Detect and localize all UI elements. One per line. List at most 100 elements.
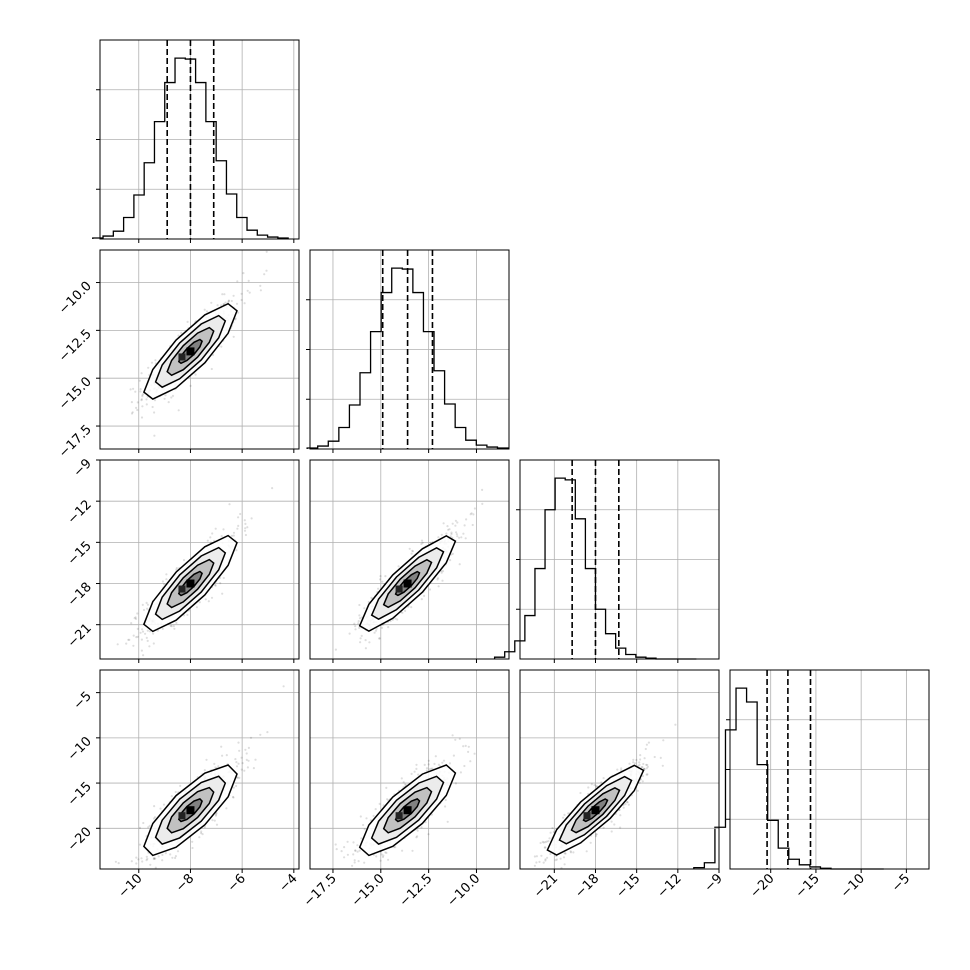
scatter-point — [151, 405, 154, 409]
scatter-point — [248, 291, 251, 294]
scatter-point — [346, 840, 349, 843]
scatter-point — [154, 857, 157, 860]
scatter-point — [240, 298, 243, 302]
y-tick-label-3-3: −5 — [71, 689, 95, 713]
scatter-point — [247, 746, 250, 750]
scatter-point — [142, 821, 145, 825]
scatter-point — [215, 812, 218, 815]
scatter-point — [179, 784, 182, 788]
scatter-point — [533, 864, 537, 867]
scatter-point — [358, 849, 361, 852]
scatter-point — [473, 752, 476, 755]
scatter-point — [153, 857, 156, 860]
scatter-point — [214, 814, 218, 817]
scatter-point — [626, 801, 629, 804]
x-tick-label-0-1: −8 — [173, 871, 197, 895]
scatter-point — [180, 331, 183, 334]
scatter-point — [441, 761, 444, 764]
scatter-point — [205, 310, 209, 313]
scatter-point — [132, 644, 135, 647]
scatter-point — [420, 598, 423, 601]
scatter-point — [235, 549, 238, 552]
scatter-point — [243, 529, 247, 532]
scatter-point — [562, 816, 565, 819]
scatter-point — [464, 744, 467, 748]
scatter-point — [224, 301, 227, 304]
density-peak — [395, 812, 403, 820]
scatter-point — [416, 829, 419, 832]
scatter-point — [458, 563, 461, 566]
scatter-point — [348, 632, 351, 635]
scatter-point — [142, 608, 146, 612]
scatter-point — [632, 758, 635, 761]
scatter-point — [559, 857, 562, 860]
scatter-point — [363, 861, 366, 864]
scatter-point — [440, 533, 443, 536]
scatter-point — [334, 648, 337, 651]
scatter-point — [627, 803, 630, 806]
scatter-point — [174, 790, 177, 794]
scatter-point — [423, 594, 426, 598]
panel-frame — [519, 459, 720, 660]
scatter-point — [230, 299, 233, 303]
scatter-point — [562, 856, 566, 859]
scatter-point — [424, 821, 427, 824]
scatter-point — [191, 840, 194, 843]
scatter-point — [363, 828, 366, 831]
scatter-point — [222, 528, 225, 531]
scatter-point — [171, 856, 174, 859]
scatter-inner — [531, 723, 677, 877]
panel-frame — [519, 669, 720, 870]
scatter-point — [602, 826, 605, 829]
scatter-point — [659, 756, 662, 760]
scatter-point — [130, 860, 133, 863]
y-tick-label-2-1: −18 — [65, 580, 95, 610]
scatter-point — [473, 507, 476, 510]
scatter-point — [397, 565, 400, 568]
x-tick-label-3-0: −20 — [748, 871, 778, 901]
scatter-point — [635, 758, 638, 762]
scatter-point — [364, 647, 367, 650]
scatter-point — [661, 764, 664, 767]
scatter-point — [136, 401, 139, 404]
scatter-point — [626, 801, 629, 804]
scatter-point — [214, 766, 217, 769]
scatter-point — [560, 866, 563, 869]
scatter-point — [140, 649, 143, 652]
scatter-point — [114, 860, 117, 863]
scatter-point — [243, 769, 246, 772]
scatter-point — [129, 388, 132, 391]
scatter-point — [642, 762, 645, 766]
scatter-point — [334, 843, 337, 846]
x-tick-label-2-3: −12 — [655, 871, 685, 901]
scatter-point — [235, 765, 239, 768]
scatter-point — [227, 300, 230, 303]
x-tick-label-1-2: −12.5 — [397, 871, 436, 910]
scatter-point — [567, 812, 570, 815]
scatter-point — [157, 855, 160, 858]
scatter-point — [237, 762, 240, 765]
scatter-point — [125, 642, 128, 645]
scatter-point — [259, 284, 262, 287]
scatter-point — [531, 875, 533, 877]
y-tick-label-1-1: −15.0 — [56, 374, 95, 413]
y-tick-label-2-0: −21 — [65, 621, 95, 651]
scatter-point — [174, 856, 177, 860]
scatter-point — [378, 802, 381, 806]
scatter-point — [624, 803, 627, 806]
scatter-point — [146, 629, 149, 632]
scatter-point — [146, 639, 149, 643]
scatter-point — [206, 539, 209, 542]
scatter-point — [236, 776, 239, 779]
x-tick-label-3-2: −10 — [838, 871, 868, 901]
scatter-point — [354, 849, 357, 852]
scatter-point — [167, 401, 170, 404]
density-peak — [186, 579, 195, 588]
scatter-point — [415, 767, 418, 771]
scatter-point — [265, 250, 268, 253]
scatter-point — [149, 863, 152, 866]
scatter-point — [134, 390, 137, 393]
scatter-point — [353, 859, 356, 862]
scatter-panel-2-1 — [309, 459, 510, 660]
scatter-point — [246, 289, 249, 292]
